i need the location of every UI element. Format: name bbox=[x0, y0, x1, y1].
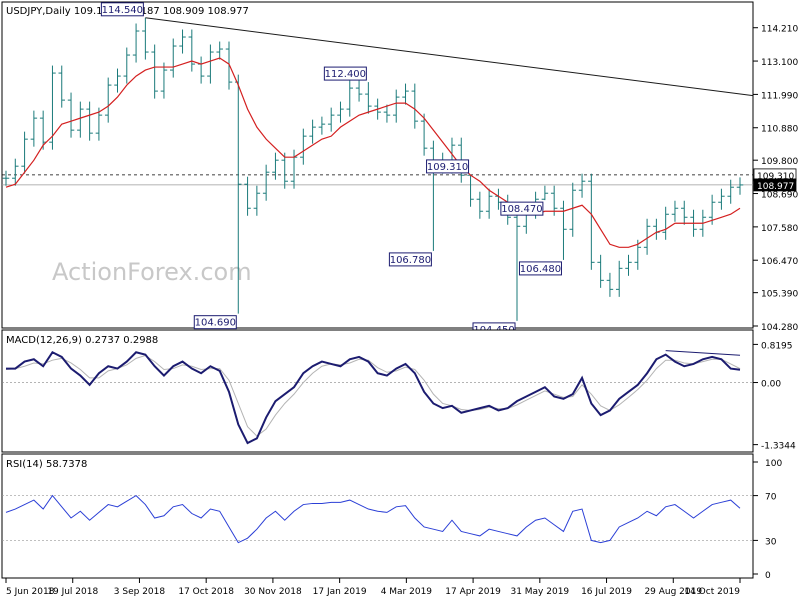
price-tag-label: 109.310 bbox=[757, 172, 794, 182]
price-annotation-label: 104.690 bbox=[195, 318, 236, 329]
x-tick-label: 17 Apr 2019 bbox=[445, 587, 501, 597]
x-tick-label: 17 Oct 2018 bbox=[178, 587, 234, 597]
macd-header: MACD(12,26,9) 0.2737 0.2988 bbox=[6, 335, 158, 346]
price-y-tick-label: 106.470 bbox=[761, 257, 798, 267]
macd-y-axis: 0.8195 0.00 -1.3344 bbox=[753, 341, 796, 452]
x-tick-label: 17 Jan 2019 bbox=[313, 587, 367, 597]
price-plot: 114.540104.690112.400106.780109.310104.4… bbox=[2, 2, 754, 337]
x-tick-label: 31 May 2019 bbox=[510, 587, 569, 597]
watermark: ActionForex.com bbox=[52, 258, 252, 286]
x-tick-label: 14 Oct 2019 bbox=[684, 587, 740, 597]
x-tick-label: 4 Mar 2019 bbox=[381, 587, 433, 597]
price-y-axis: 114.210 113.100 111.990 110.880 109.800 108.6… bbox=[753, 25, 798, 333]
rsi-y-tick-label: 0 bbox=[765, 571, 771, 581]
x-tick-label: 30 Nov 2018 bbox=[244, 587, 302, 597]
price-annotation-label: 106.780 bbox=[390, 255, 431, 266]
price-tag-box bbox=[753, 178, 797, 192]
macd-panel: MACD(12,26,9) 0.2737 0.2988 0.8195 0.00 -1… bbox=[1, 329, 796, 453]
price-annotation-label: 109.310 bbox=[427, 162, 468, 173]
rsi-y-axis: 100 70 30 0 bbox=[753, 459, 782, 581]
trendline bbox=[145, 17, 754, 97]
price-y-tick-label: 104.280 bbox=[761, 323, 798, 333]
macd-y-tick-label: 0.8195 bbox=[761, 341, 793, 351]
x-tick-label: 29 Aug 2019 bbox=[644, 587, 702, 597]
price-annotation-label: 112.400 bbox=[325, 69, 366, 80]
price-y-tick-label: 108.690 bbox=[761, 191, 798, 201]
x-tick-label: 19 Jul 2018 bbox=[47, 587, 98, 597]
price-annotation-label: 114.540 bbox=[102, 5, 143, 16]
price-y-tick-label: 111.990 bbox=[761, 91, 798, 101]
macd-y-tick-label: -1.3344 bbox=[761, 442, 796, 452]
price-annotation-box bbox=[500, 201, 544, 216]
price-y-tick-label: 109.800 bbox=[761, 157, 798, 167]
price-annotation-box bbox=[100, 2, 144, 17]
rsi-line bbox=[5, 494, 741, 544]
price-annotation-label: 108.470 bbox=[501, 204, 542, 215]
rsi-y-tick-label: 70 bbox=[765, 493, 777, 503]
x-tick-label: 3 Sep 2018 bbox=[114, 587, 166, 597]
price-y-tick-label: 114.210 bbox=[761, 25, 798, 35]
macd-line bbox=[6, 350, 741, 445]
macd-plot bbox=[2, 350, 753, 445]
price-y-tick-label: 107.580 bbox=[761, 224, 798, 234]
price-panel: ActionForex.com USDJPY,Daily 109.152 109… bbox=[1, 1, 798, 337]
macd-y-tick-label: 0.00 bbox=[761, 380, 781, 390]
price-annotation-box bbox=[388, 252, 432, 267]
sma-line bbox=[5, 57, 741, 248]
macd-divergence-line bbox=[665, 350, 741, 356]
rsi-header: RSI(14) 58.7378 bbox=[6, 459, 87, 470]
price-annotation-box bbox=[193, 315, 237, 330]
price-annotation-box bbox=[518, 261, 562, 276]
rsi-y-tick-label: 100 bbox=[765, 459, 782, 469]
price-annotation-box bbox=[426, 159, 470, 174]
x-tick-label: 5 Jun 2018 bbox=[6, 587, 55, 597]
price-y-tick-label: 105.390 bbox=[761, 290, 798, 300]
price-y-tick-label: 113.100 bbox=[761, 58, 798, 68]
x-tick-label: 16 Jul 2019 bbox=[581, 587, 632, 597]
rsi-y-tick-label: 30 bbox=[765, 537, 777, 547]
rsi-panel-frame bbox=[1, 453, 754, 579]
rsi-plot bbox=[2, 494, 753, 544]
rsi-panel: RSI(14) 58.7378 100 70 30 0 bbox=[1, 453, 782, 581]
macd-panel-frame bbox=[1, 329, 754, 453]
price-annotation-box bbox=[323, 66, 367, 81]
price-tag-label: 108.977 bbox=[757, 182, 794, 192]
price-annotation-label: 106.480 bbox=[520, 264, 561, 275]
price-y-tick-label: 110.880 bbox=[761, 125, 798, 135]
macd-signal-line bbox=[5, 354, 741, 437]
